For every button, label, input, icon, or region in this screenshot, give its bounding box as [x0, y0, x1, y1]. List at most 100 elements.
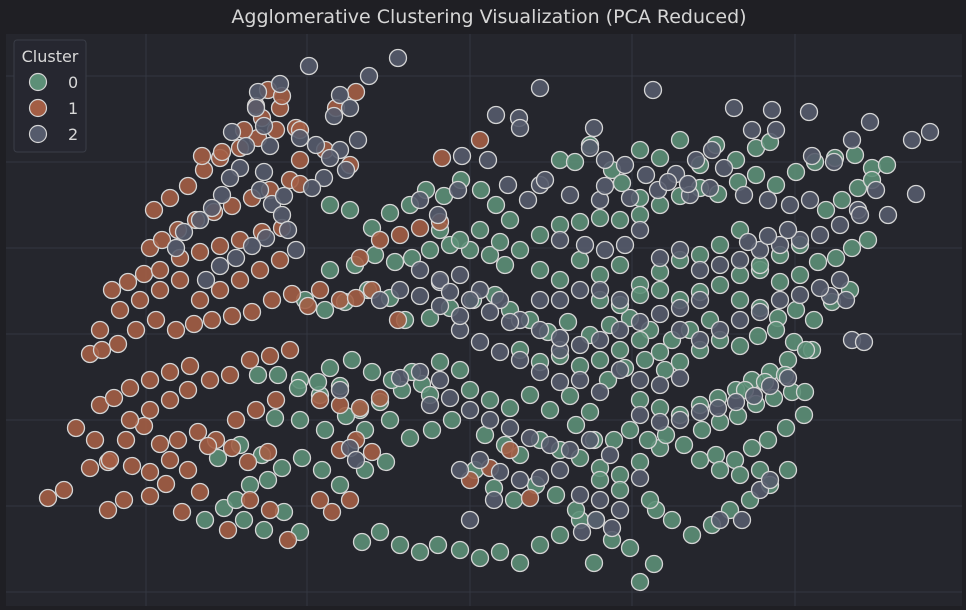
data-point-cluster-1	[190, 290, 210, 310]
data-point-cluster-2	[530, 320, 550, 340]
data-point-cluster-2	[758, 226, 778, 246]
data-point-cluster-2	[330, 380, 350, 400]
data-point-cluster-2	[902, 130, 922, 150]
data-point-cluster-1	[170, 270, 190, 290]
data-point-cluster-1	[390, 225, 410, 245]
data-point-cluster-2	[580, 430, 600, 450]
data-point-cluster-0	[460, 380, 480, 400]
data-point-cluster-2	[460, 510, 480, 530]
data-point-cluster-1	[102, 280, 122, 300]
data-point-cluster-1	[500, 440, 520, 460]
data-point-cluster-2	[348, 130, 368, 150]
data-point-cluster-2	[346, 450, 366, 470]
data-point-cluster-2	[778, 368, 798, 388]
data-point-cluster-0	[315, 300, 335, 320]
data-point-cluster-1	[220, 365, 240, 385]
legend-marker-2	[28, 124, 48, 144]
data-point-cluster-0	[442, 410, 462, 430]
data-point-cluster-2	[448, 180, 468, 200]
data-point-cluster-0	[674, 435, 694, 455]
data-point-cluster-0	[558, 312, 578, 332]
data-point-cluster-0	[450, 360, 470, 380]
data-point-cluster-2	[430, 296, 450, 316]
data-point-cluster-0	[620, 538, 640, 558]
data-point-cluster-0	[710, 460, 730, 480]
data-point-cluster-1	[160, 390, 180, 410]
legend-marker-1	[28, 98, 48, 118]
data-point-cluster-2	[520, 428, 540, 448]
data-point-cluster-2	[850, 205, 870, 225]
data-point-cluster-2	[306, 135, 326, 155]
data-point-cluster-2	[410, 260, 430, 280]
data-point-cluster-2	[742, 120, 762, 140]
data-point-cluster-1	[260, 346, 280, 366]
data-point-cluster-0	[500, 210, 520, 230]
data-point-cluster-0	[248, 365, 268, 385]
data-point-cluster-2	[250, 180, 270, 200]
data-point-cluster-1	[340, 490, 360, 510]
data-point-cluster-1	[222, 306, 242, 326]
data-point-cluster-0	[638, 430, 658, 450]
data-point-cluster-0	[590, 350, 610, 370]
data-point-cluster-2	[530, 78, 550, 98]
data-point-cluster-0	[790, 265, 810, 285]
data-point-cluster-0	[682, 525, 702, 545]
data-point-cluster-0	[352, 532, 372, 552]
data-point-cluster-1	[120, 378, 140, 398]
data-point-cluster-0	[770, 272, 790, 292]
data-point-cluster-0	[590, 208, 610, 228]
data-point-cluster-2	[286, 240, 306, 260]
data-point-cluster-2	[643, 80, 663, 100]
data-point-cluster-1	[180, 356, 200, 376]
data-point-cluster-0	[530, 535, 550, 555]
data-point-cluster-2	[810, 278, 830, 298]
data-point-cluster-2	[299, 56, 319, 76]
data-point-cluster-0	[630, 572, 650, 592]
data-point-cluster-2	[460, 290, 480, 310]
data-point-cluster-2	[690, 260, 710, 280]
data-point-cluster-2	[678, 174, 698, 194]
data-point-cluster-0	[630, 285, 650, 305]
data-point-cluster-2	[530, 362, 550, 382]
data-point-cluster-1	[140, 370, 160, 390]
data-point-cluster-0	[692, 420, 712, 440]
data-point-cluster-2	[650, 412, 670, 432]
data-point-cluster-2	[710, 320, 730, 340]
data-points	[38, 48, 940, 592]
data-point-cluster-2	[540, 435, 560, 455]
data-point-cluster-0	[808, 252, 828, 272]
data-point-cluster-1	[92, 340, 112, 360]
data-point-cluster-2	[450, 306, 470, 326]
data-point-cluster-0	[510, 553, 530, 573]
data-point-cluster-2	[440, 282, 460, 302]
data-point-cluster-2	[778, 220, 798, 240]
data-point-cluster-0	[390, 535, 410, 555]
data-point-cluster-2	[500, 312, 520, 332]
data-point-cluster-2	[210, 256, 230, 276]
data-point-cluster-0	[610, 255, 630, 275]
data-point-cluster-2	[724, 98, 744, 118]
data-point-cluster-2	[854, 332, 874, 352]
data-point-cluster-2	[518, 190, 538, 210]
data-point-cluster-1	[184, 314, 204, 334]
data-point-cluster-2	[760, 376, 780, 396]
data-point-cluster-2	[560, 185, 580, 205]
data-point-cluster-2	[878, 205, 898, 225]
data-point-cluster-0	[795, 382, 815, 402]
data-point-cluster-1	[140, 486, 160, 506]
data-point-cluster-0	[471, 180, 491, 200]
data-point-cluster-0	[650, 148, 670, 168]
data-point-cluster-1	[66, 418, 86, 438]
data-point-cluster-2	[450, 265, 470, 285]
data-point-cluster-2	[410, 190, 430, 210]
data-point-cluster-1	[178, 460, 198, 480]
data-point-cluster-0	[778, 460, 798, 480]
data-point-cluster-1	[238, 452, 258, 472]
data-point-cluster-2	[359, 66, 379, 86]
data-point-cluster-2	[510, 470, 530, 490]
data-point-cluster-1	[160, 450, 180, 470]
data-point-cluster-0	[320, 260, 340, 280]
data-point-cluster-2	[610, 320, 630, 340]
data-point-cluster-2	[242, 236, 262, 256]
legend-label-1: 1	[68, 99, 78, 118]
